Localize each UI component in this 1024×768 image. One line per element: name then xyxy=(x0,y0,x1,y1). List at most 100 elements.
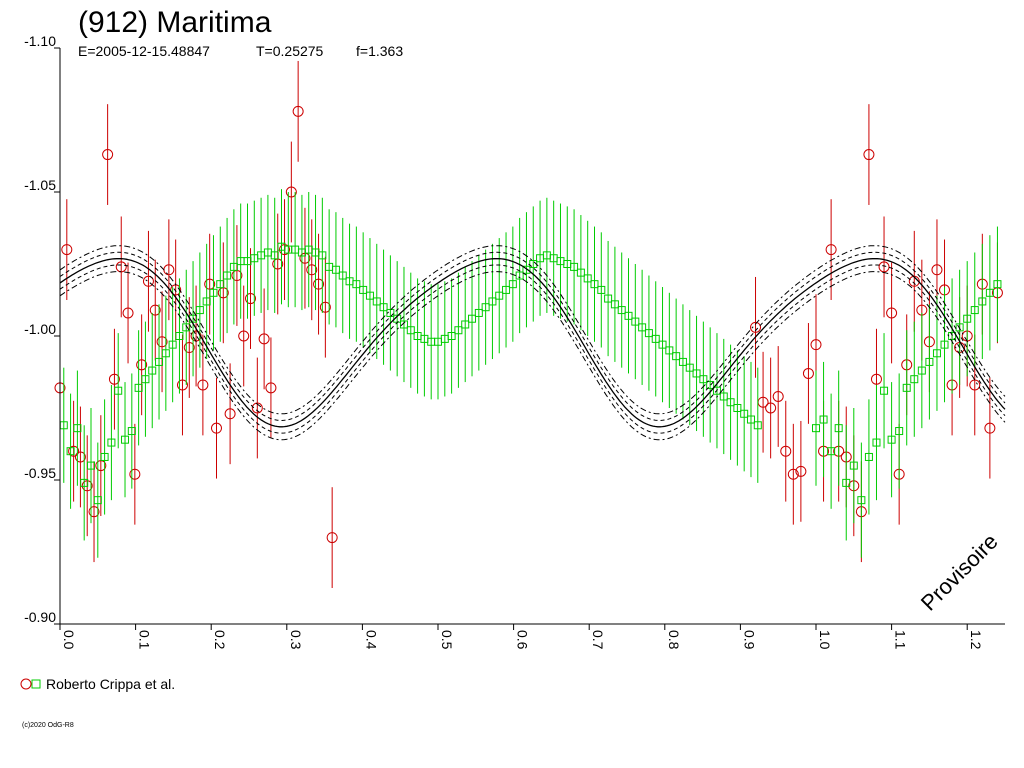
data-point-square xyxy=(842,478,851,487)
data-point-circle xyxy=(319,301,331,313)
data-point-circle xyxy=(136,359,148,371)
data-point-square xyxy=(121,435,130,444)
fit-band-inner-lower xyxy=(59,264,1006,434)
data-point-circle xyxy=(251,402,263,414)
data-point-square xyxy=(644,329,653,338)
data-point-square xyxy=(229,262,238,271)
data-point-square xyxy=(161,349,170,358)
fit-curve-layer xyxy=(59,245,1006,441)
data-point-square xyxy=(195,306,204,315)
data-point-circle xyxy=(122,307,134,319)
data-point-circle xyxy=(984,422,996,434)
x-tick-label: 0.1 xyxy=(137,630,153,650)
data-point-square xyxy=(699,375,708,384)
data-point-square xyxy=(73,424,82,433)
x-tick-label: 1.0 xyxy=(817,630,833,650)
data-point-circle xyxy=(102,149,114,161)
data-point-circle xyxy=(258,333,270,345)
data-point-square xyxy=(270,251,279,260)
data-point-square xyxy=(631,317,640,326)
x-tick-label: 0.4 xyxy=(363,630,379,650)
data-point-square xyxy=(985,288,994,297)
data-point-circle xyxy=(61,244,73,256)
data-point-square xyxy=(86,461,95,470)
data-point-circle xyxy=(74,451,86,463)
data-point-circle xyxy=(183,342,195,354)
fit-band-outer-lower xyxy=(59,271,1006,441)
data-point-square xyxy=(819,415,828,424)
data-point-square xyxy=(202,297,211,306)
data-point-square xyxy=(502,285,511,294)
data-point-circle xyxy=(313,278,325,290)
chart-subtitle-amplitude: f=1.363 xyxy=(356,43,403,59)
data-point-square xyxy=(468,314,477,323)
data-point-circle xyxy=(886,307,898,319)
x-tick-label: 0.2 xyxy=(212,630,228,650)
data-point-square xyxy=(706,380,715,389)
data-point-circle xyxy=(197,379,209,391)
data-point-square xyxy=(733,404,742,412)
data-point-square xyxy=(474,308,483,317)
data-point-square xyxy=(955,323,964,332)
y-tick-label: -1.05 xyxy=(24,177,56,193)
data-point-square xyxy=(970,306,979,315)
data-point-circle xyxy=(931,264,943,276)
credit-text: (c)2020 OdG-R8 xyxy=(22,722,74,729)
data-point-circle xyxy=(265,382,277,394)
data-point-circle xyxy=(210,422,222,434)
data-point-square xyxy=(352,280,361,289)
data-point-square xyxy=(940,340,949,349)
data-point-square xyxy=(917,366,926,375)
y-tick-label: -0.95 xyxy=(24,465,56,481)
x-tick-label: 1.1 xyxy=(893,630,909,650)
data-point-square xyxy=(678,357,687,366)
data-point-square xyxy=(508,280,517,289)
data-point-circle xyxy=(156,336,168,348)
data-point-square xyxy=(359,285,368,294)
data-point-square xyxy=(583,274,592,283)
data-point-circle xyxy=(292,105,304,117)
data-point-square xyxy=(610,300,619,309)
x-tick-label: 0.0 xyxy=(61,630,77,650)
data-point-square xyxy=(93,496,102,505)
data-point-circle xyxy=(142,275,154,287)
data-point-square xyxy=(864,452,873,461)
x-tick-label: 0.6 xyxy=(515,630,531,650)
data-point-square xyxy=(872,438,881,447)
data-point-circle xyxy=(765,402,777,414)
data-point-square xyxy=(993,280,1002,289)
data-point-square xyxy=(209,288,218,297)
data-point-circle xyxy=(68,445,80,457)
data-point-square xyxy=(134,383,143,392)
data-point-square xyxy=(617,306,626,315)
data-point-circle xyxy=(176,379,188,391)
data-point-square xyxy=(812,424,820,433)
axis-ticks: -1.10 -1.05 -1.00 -0.95 -0.90 0.0 0.1 0.2 0.3 0.4… xyxy=(24,33,984,650)
data-point-square xyxy=(66,447,75,456)
data-point-square xyxy=(223,271,232,280)
data-points-layer xyxy=(54,60,1003,588)
x-tick-label: 0.8 xyxy=(666,630,682,650)
data-point-square xyxy=(895,427,904,436)
data-point-square xyxy=(461,320,470,329)
data-point-square xyxy=(834,424,843,433)
data-point-square xyxy=(658,340,667,349)
data-point-square xyxy=(481,303,490,312)
data-point-square xyxy=(665,346,674,355)
data-point-circle xyxy=(878,261,890,273)
data-point-circle xyxy=(129,468,141,480)
data-point-square xyxy=(597,285,606,294)
chart-title: (912) Maritima xyxy=(78,6,272,39)
data-point-square xyxy=(127,427,136,436)
data-point-square xyxy=(365,291,374,300)
data-point-square xyxy=(604,294,613,303)
data-point-square xyxy=(107,438,116,447)
data-point-square xyxy=(406,326,415,335)
data-point-circle xyxy=(863,149,875,161)
x-tick-label: 1.2 xyxy=(968,630,984,650)
y-tick-label: -1.00 xyxy=(24,321,56,337)
y-tick-label: -0.90 xyxy=(24,609,56,625)
data-point-circle xyxy=(149,304,161,316)
data-point-square xyxy=(80,478,89,487)
